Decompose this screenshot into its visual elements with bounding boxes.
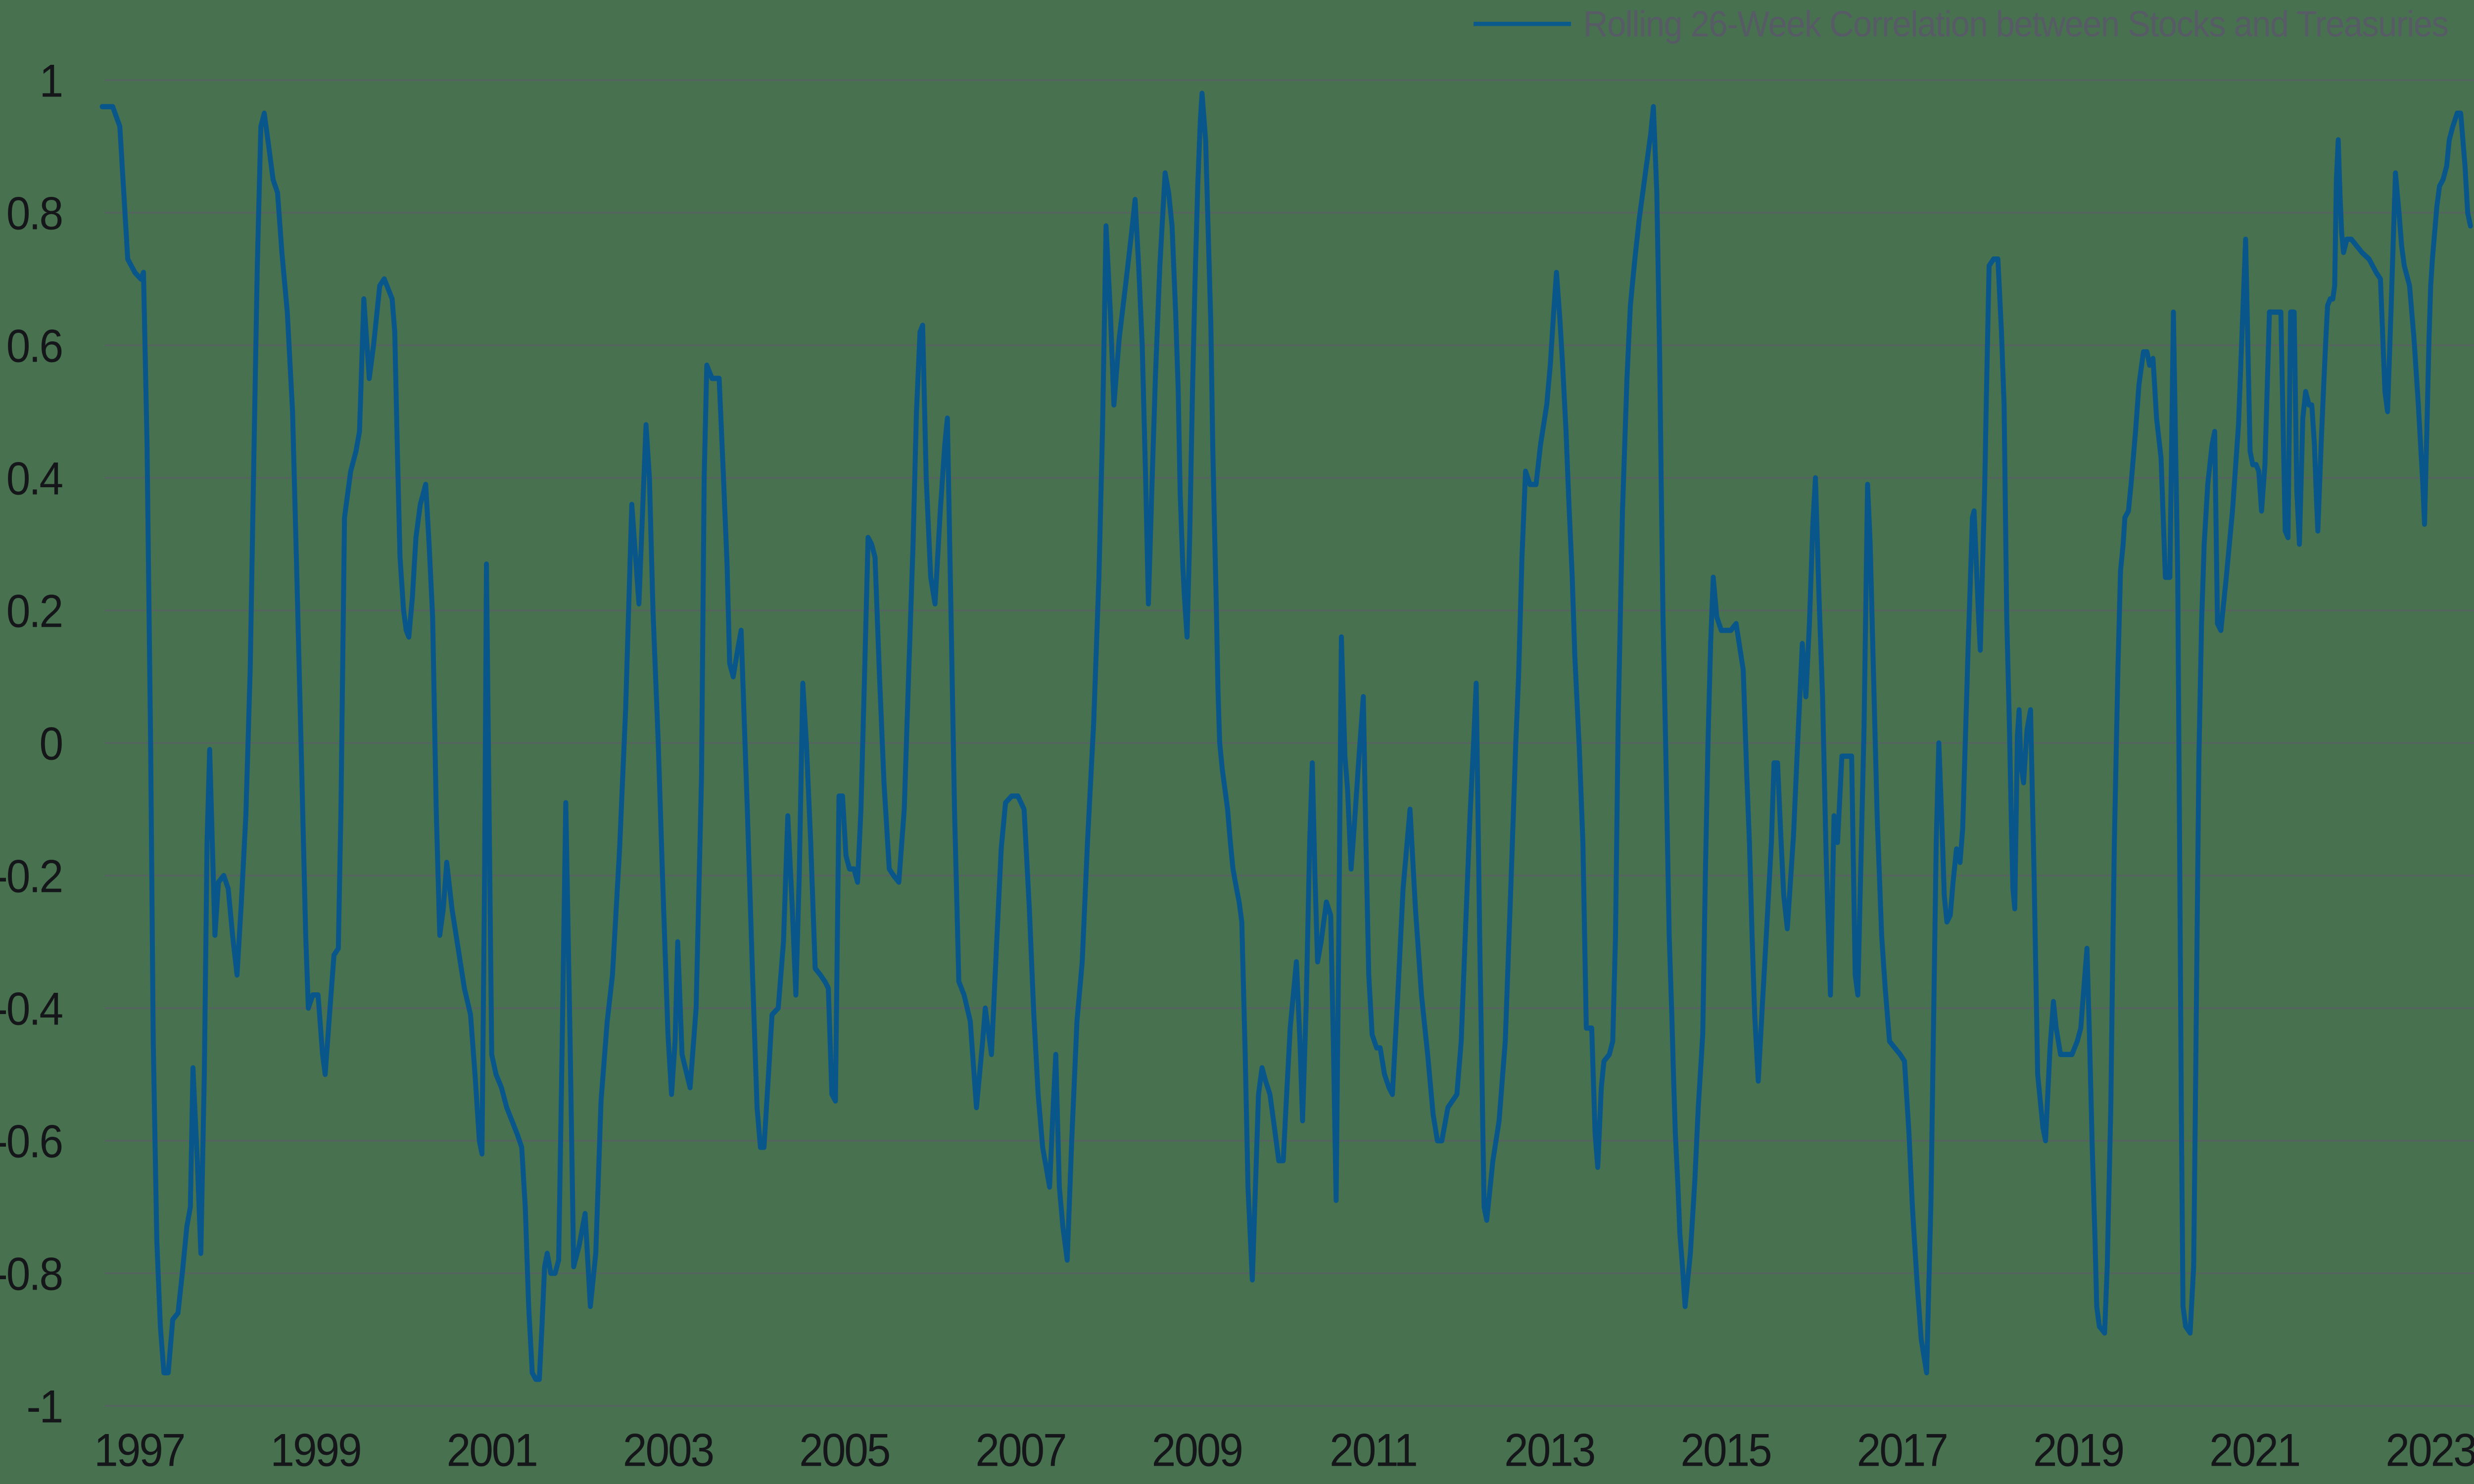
x-tick-label: 2015 bbox=[1680, 1425, 1770, 1476]
y-tick-label: -0.8 bbox=[0, 1249, 62, 1300]
x-tick-label: 2001 bbox=[447, 1425, 537, 1476]
x-axis-labels: 1997 1999 2001 2003 2005 2007 2009 2011 2013 2015… bbox=[94, 1425, 2474, 1476]
x-tick-label: 2013 bbox=[1504, 1425, 1594, 1476]
y-tick-label: -0.2 bbox=[0, 851, 62, 902]
gridlines-group bbox=[104, 79, 2474, 1407]
x-tick-label: 1999 bbox=[270, 1425, 360, 1476]
x-tick-label: 2009 bbox=[1152, 1425, 1242, 1476]
y-tick-label: 0.2 bbox=[6, 586, 62, 637]
x-tick-label: 2019 bbox=[2033, 1425, 2123, 1476]
y-tick-label: 0.8 bbox=[6, 188, 62, 239]
x-tick-label: 2017 bbox=[1857, 1425, 1947, 1476]
x-tick-label: 2007 bbox=[975, 1425, 1065, 1476]
y-axis-labels: 1 0.8 0.6 0.4 0.2 0 -0.2 -0.4 -0.6 -0.8 -1 bbox=[0, 55, 64, 1433]
legend-label: Rolling 26-Week Correlation between Stoc… bbox=[1583, 4, 2448, 45]
y-tick-label: 0.6 bbox=[6, 321, 62, 372]
y-tick-label: -0.6 bbox=[0, 1116, 62, 1167]
x-tick-label: 2005 bbox=[799, 1425, 889, 1476]
y-tick-label: 1 bbox=[39, 55, 62, 107]
y-tick-label: -1 bbox=[26, 1381, 62, 1433]
legend: Rolling 26-Week Correlation between Stoc… bbox=[1474, 4, 2449, 45]
y-tick-label: -0.4 bbox=[0, 983, 62, 1035]
y-tick-label: 0.4 bbox=[6, 453, 62, 505]
x-tick-label: 2021 bbox=[2209, 1425, 2299, 1476]
x-tick-label: 2023 bbox=[2385, 1425, 2474, 1476]
x-tick-label: 2011 bbox=[1330, 1425, 1417, 1476]
y-tick-label: 0 bbox=[39, 718, 62, 770]
correlation-line-series bbox=[99, 91, 2473, 1382]
x-tick-label: 2003 bbox=[623, 1425, 713, 1476]
x-tick-label: 1997 bbox=[94, 1425, 184, 1476]
